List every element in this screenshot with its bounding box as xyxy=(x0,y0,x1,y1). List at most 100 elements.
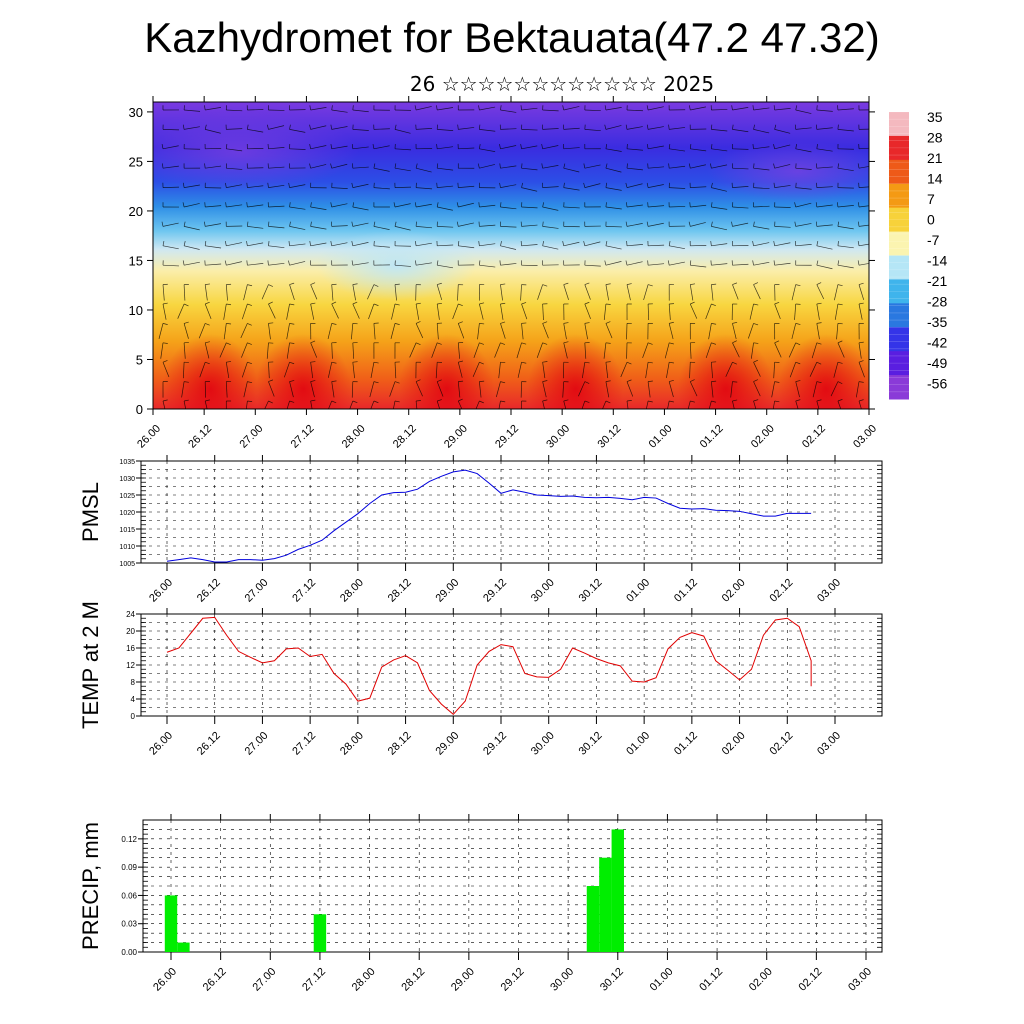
wind-barb xyxy=(711,243,728,247)
wind-barb xyxy=(834,303,839,320)
wind-barb xyxy=(749,303,754,320)
wind-barb xyxy=(500,323,506,339)
wind-barb xyxy=(184,126,200,130)
wind-barb xyxy=(479,164,496,169)
y-tick-label: 0 xyxy=(131,712,136,721)
wind-barb-tick xyxy=(247,323,252,326)
wind-barb xyxy=(437,185,454,188)
wind-barb-tick xyxy=(753,359,759,363)
wind-barb-tick xyxy=(837,399,843,402)
wind-barb xyxy=(521,303,528,320)
wind-barb xyxy=(858,205,869,208)
wind-barb xyxy=(436,284,443,301)
wind-barb xyxy=(521,206,538,209)
wind-barb-tick xyxy=(584,282,590,285)
wind-barb-tick xyxy=(330,202,333,208)
wind-barb-tick xyxy=(456,221,459,227)
wind-barb-tick xyxy=(246,202,248,208)
wind-barb-tick xyxy=(794,221,797,227)
wind-barb xyxy=(500,284,503,301)
wind-barb-tick xyxy=(668,124,670,130)
wind-barb xyxy=(816,264,833,270)
wind-barb-tick xyxy=(732,340,737,344)
wind-barb xyxy=(289,129,306,133)
wind-barb-tick xyxy=(816,399,822,402)
wind-barb xyxy=(268,381,275,397)
wind-barb xyxy=(584,323,588,340)
wind-barb xyxy=(352,183,369,188)
x-tick-label: 28.00 xyxy=(338,577,366,605)
wind-barb-tick xyxy=(669,361,674,364)
wind-barb xyxy=(289,206,306,210)
y-tick-label: 0.00 xyxy=(121,948,137,957)
wind-barb xyxy=(816,284,825,300)
wind-barb xyxy=(286,303,290,320)
wind-barb-tick xyxy=(247,361,253,365)
colorbar-segment xyxy=(889,231,909,256)
wind-barb xyxy=(605,206,622,210)
wind-barb xyxy=(373,187,390,190)
y-tick-label: 25 xyxy=(129,154,143,169)
wind-barb-tick xyxy=(858,221,860,227)
x-tick-label: 30.00 xyxy=(529,577,557,605)
wind-barb xyxy=(563,284,569,300)
wind-barb-tick xyxy=(458,303,463,307)
wind-barb xyxy=(226,242,243,247)
colorbar-label: 35 xyxy=(927,109,943,125)
wind-barb xyxy=(753,146,770,150)
wind-barb-tick xyxy=(267,260,269,266)
wind-barb-tick xyxy=(310,282,316,285)
wind-barb xyxy=(452,303,459,320)
wind-barb xyxy=(732,167,749,170)
x-tick-label: 30.12 xyxy=(598,966,626,994)
colorbar-segment xyxy=(889,351,909,376)
wind-barb xyxy=(160,342,164,359)
wind-barb-tick xyxy=(394,221,397,227)
wind-barb xyxy=(475,400,480,409)
wind-barb-tick xyxy=(858,381,864,383)
colorbar-label: 7 xyxy=(927,191,935,207)
wind-barb-tick xyxy=(732,381,738,383)
wind-barb xyxy=(732,107,749,111)
wind-barb xyxy=(753,242,770,247)
wind-barb-tick xyxy=(562,241,565,246)
wind-barb-tick xyxy=(669,379,674,382)
wind-barb-tick xyxy=(626,202,628,208)
wind-barb-tick xyxy=(288,260,290,266)
y-axis-label: PMSL xyxy=(78,482,103,542)
wind-barb xyxy=(328,400,333,409)
wind-barb-tick xyxy=(732,361,737,365)
wind-barb xyxy=(331,242,348,247)
x-tick-label: 28.12 xyxy=(386,577,414,605)
wind-barb-tick xyxy=(162,163,164,169)
page-subtitle: 26 ☆☆☆☆☆☆☆☆☆☆☆☆ 2025 xyxy=(409,72,715,96)
wind-barb xyxy=(563,127,580,130)
wind-barb-tick xyxy=(310,380,316,382)
wind-barb xyxy=(289,184,306,188)
wind-barb-tick xyxy=(837,381,843,384)
wind-barb-tick xyxy=(816,282,822,285)
wind-barb xyxy=(247,204,264,208)
y-tick-label: 1035 xyxy=(119,459,135,466)
wind-barb xyxy=(795,148,812,153)
wind-barb-tick xyxy=(795,144,797,149)
wind-barb-tick xyxy=(795,284,801,287)
y-tick-label: 10 xyxy=(129,303,143,318)
wind-barb-tick xyxy=(837,284,843,287)
wind-barb xyxy=(711,129,728,132)
y-tick-label: 20 xyxy=(129,204,143,219)
wind-barb xyxy=(689,303,698,319)
wind-barb xyxy=(542,109,559,112)
wind-barb xyxy=(437,146,454,150)
wind-barb xyxy=(648,205,665,208)
wind-barb-tick xyxy=(225,202,227,208)
wind-barb xyxy=(705,303,712,320)
wind-barb-tick xyxy=(247,124,249,130)
wind-barb-tick xyxy=(183,303,189,307)
wind-barb xyxy=(753,205,770,208)
wind-barb-tick xyxy=(858,360,864,363)
x-tick-label: 28.12 xyxy=(399,966,427,994)
wind-barb xyxy=(563,241,580,247)
wind-barb xyxy=(500,128,517,130)
wind-barb xyxy=(479,243,496,247)
